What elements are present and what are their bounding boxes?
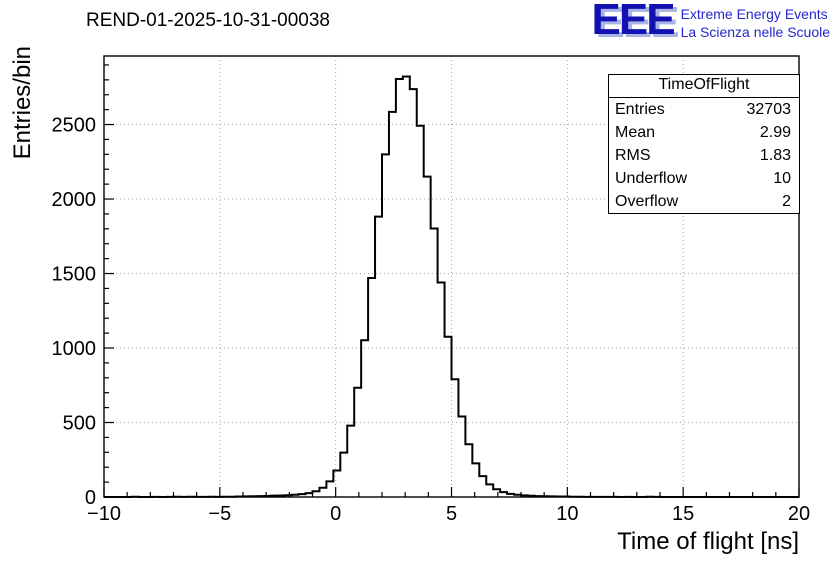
svg-text:5: 5 [446,503,457,525]
stats-value: 2 [782,193,791,210]
stats-row-mean: Mean 2.99 [609,121,799,144]
stats-row-underflow: Underflow 10 [609,167,799,190]
svg-text:2500: 2500 [52,115,97,137]
stats-label: Underflow [615,170,688,187]
svg-text:Entries/bin: Entries/bin [9,46,36,159]
stats-value: 2.99 [759,124,791,141]
eee-logo-line1: Extreme Energy Events [680,6,828,22]
svg-text:20: 20 [788,503,810,525]
eee-logo-icon: EEE [591,0,676,44]
svg-text:−5: −5 [208,503,231,525]
svg-text:15: 15 [672,503,694,525]
stats-label: Overflow [615,193,679,210]
svg-text:500: 500 [63,413,96,435]
stats-value: 32703 [746,101,792,118]
svg-text:10: 10 [556,503,578,525]
svg-text:0: 0 [330,503,341,525]
stats-label: RMS [615,147,651,164]
svg-text:1000: 1000 [52,338,97,360]
stats-row-rms: RMS 1.83 [609,144,799,167]
stats-row-entries: Entries 32703 [609,98,799,121]
stats-value: 1.83 [759,147,791,164]
plot-title: REND-01-2025-10-31-00038 [86,10,330,31]
eee-logo: EEE Extreme Energy Events La Scienza nel… [591,0,830,44]
svg-text:−10: −10 [87,503,121,525]
stats-box: TimeOfFlight Entries 32703 Mean 2.99 RMS… [608,74,800,214]
stats-row-overflow: Overflow 2 [609,190,799,213]
stats-label: Mean [615,124,656,141]
eee-logo-line2: La Scienza nelle Scuole [680,24,830,41]
svg-text:0: 0 [85,487,96,509]
stats-box-title: TimeOfFlight [609,75,799,98]
svg-text:Time of flight [ns]: Time of flight [ns] [617,528,799,555]
svg-text:1500: 1500 [52,264,97,286]
svg-text:2000: 2000 [52,189,97,211]
stats-label: Entries [615,101,665,118]
stats-value: 10 [773,170,791,187]
eee-logo-text: Extreme Energy Events La Scienza nelle S… [681,2,830,41]
